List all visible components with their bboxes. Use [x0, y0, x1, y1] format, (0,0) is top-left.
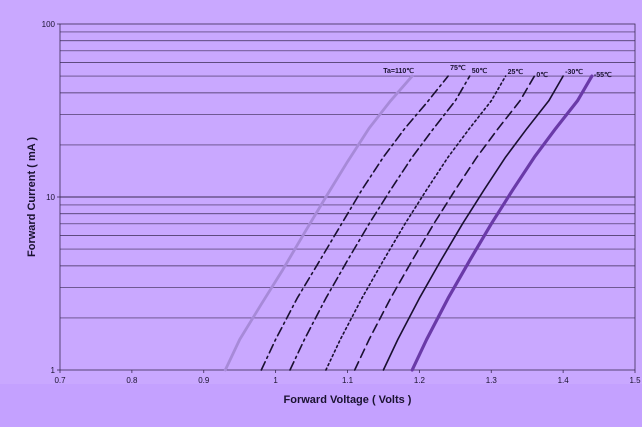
y-tick-label: 100 — [42, 20, 56, 29]
x-axis-ticks: 0.7 0.8 0.9 1 1.1 1.2 1.3 1.4 1.5 — [54, 370, 641, 385]
series-label-2: 50℃ — [472, 67, 488, 75]
series-label-1: 75℃ — [450, 64, 466, 72]
x-axis-label: Forward Voltage ( Volts ) — [284, 394, 412, 406]
series-curve-6 — [410, 74, 594, 372]
y-axis-label: Forward Current ( mA ) — [26, 137, 38, 257]
x-tick-label: 0.7 — [54, 376, 66, 385]
x-tick-label: 0.9 — [198, 376, 210, 385]
x-tick-label: 1.3 — [486, 376, 498, 385]
series-label-3: 25℃ — [508, 68, 524, 76]
x-tick-label: 1.1 — [342, 376, 354, 385]
bottom-band — [0, 384, 642, 427]
series-curve-4 — [353, 75, 536, 371]
plot-background — [0, 0, 642, 384]
series-curve-5 — [382, 75, 564, 371]
series-curve-2 — [289, 75, 471, 371]
y-axis-ticks: 1 10 100 — [42, 20, 60, 375]
x-tick-label: 1.5 — [629, 376, 641, 385]
series-labels: Ta=110℃ 75℃ 50℃ 25℃ 0℃ -30℃ -55℃ — [383, 64, 612, 79]
series-label-0: Ta=110℃ — [383, 67, 414, 75]
x-tick-label: 1.2 — [414, 376, 426, 385]
series-label-5: -30℃ — [565, 68, 583, 76]
x-tick-label: 1.4 — [558, 376, 570, 385]
series-curve-0 — [223, 74, 414, 372]
x-tick-label: 1 — [273, 376, 278, 385]
series-curve-3 — [325, 75, 507, 371]
x-tick-label: 0.8 — [126, 376, 138, 385]
series-label-4: 0℃ — [536, 71, 548, 79]
series-label-6: -55℃ — [594, 71, 612, 79]
series-curves — [223, 74, 594, 372]
y-tick-label: 10 — [46, 193, 55, 202]
grid-lines — [59, 23, 636, 371]
series-curve-1 — [260, 75, 449, 371]
y-tick-label: 1 — [51, 366, 56, 375]
